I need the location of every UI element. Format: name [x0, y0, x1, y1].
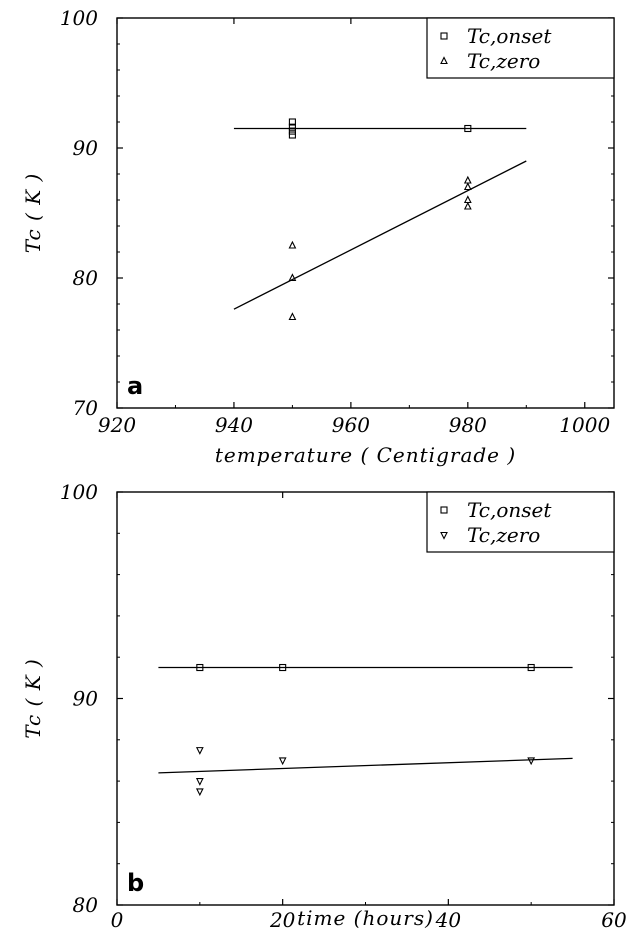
data-point [195, 747, 204, 755]
x-tick-label: 1000 [559, 413, 610, 437]
legend-marker [440, 56, 448, 65]
legend-marker [440, 506, 448, 514]
x-tick-label: 40 [435, 908, 462, 932]
data-point [288, 273, 297, 282]
y-tick-label: 100 [60, 6, 98, 30]
y-tick-label: 90 [73, 687, 99, 711]
series-tc-onset [233, 118, 527, 139]
fit-line [158, 757, 573, 774]
x-axis-title: temperature ( Centigrade ) [215, 443, 516, 467]
x-tick-label: 960 [332, 413, 370, 437]
data-point [527, 757, 536, 766]
series-tc-zero [158, 747, 573, 797]
x-tick-label: 980 [449, 413, 487, 437]
x-tick-label: 60 [601, 908, 627, 932]
data-point [279, 663, 287, 672]
chart-panel-b: 0 20 40 60 80 90 100 time (hours) Tc ( K ) Tc,ons… [21, 480, 627, 932]
data-point [288, 118, 296, 126]
fit-line [233, 160, 527, 310]
data-point [196, 663, 204, 672]
legend-label: Tc,zero [467, 523, 540, 547]
x-tick-label: 20 [269, 908, 296, 932]
data-point [278, 757, 287, 766]
data-point [527, 663, 535, 672]
y-tick-label: 100 [60, 480, 98, 504]
legend-label: Tc,onset [467, 498, 552, 522]
y-axis-title: Tc ( K ) [21, 173, 45, 254]
plot-frame [116, 17, 615, 409]
y-tick-label: 70 [73, 396, 99, 420]
data-point [463, 182, 472, 191]
data-point [464, 124, 472, 133]
y-tick-label: 80 [73, 893, 99, 917]
panel-label: a [127, 372, 143, 400]
x-tick-label: 920 [98, 413, 136, 437]
data-point [463, 175, 472, 184]
data-point [463, 195, 472, 204]
y-tick-label: 80 [73, 266, 99, 290]
y-tick-label: 90 [73, 136, 99, 160]
series-tc-onset [158, 663, 573, 672]
x-tick-label: 940 [215, 413, 253, 437]
data-point [463, 201, 472, 210]
x-axis-title: time (hours) [297, 906, 434, 930]
chart-panel-a: 920 940 960 980 1000 70 80 90 100 temperature ( C… [21, 6, 615, 467]
data-point [288, 127, 296, 135]
panel-label: b [127, 869, 144, 897]
data-point [288, 123, 296, 131]
data-point [288, 312, 297, 321]
data-point [195, 778, 204, 786]
legend-marker [440, 32, 448, 40]
legend-label: Tc,onset [467, 24, 552, 48]
legend-box [426, 17, 615, 79]
plot-frame [116, 491, 615, 906]
legend-marker [440, 531, 448, 540]
data-point [288, 240, 297, 249]
series-tc-zero [233, 160, 527, 321]
legend-label: Tc,zero [467, 49, 540, 73]
data-point [288, 131, 296, 139]
y-axis-title: Tc ( K ) [21, 658, 45, 739]
x-tick-label: 0 [111, 908, 124, 932]
legend-box [426, 491, 615, 553]
data-point [195, 788, 204, 797]
